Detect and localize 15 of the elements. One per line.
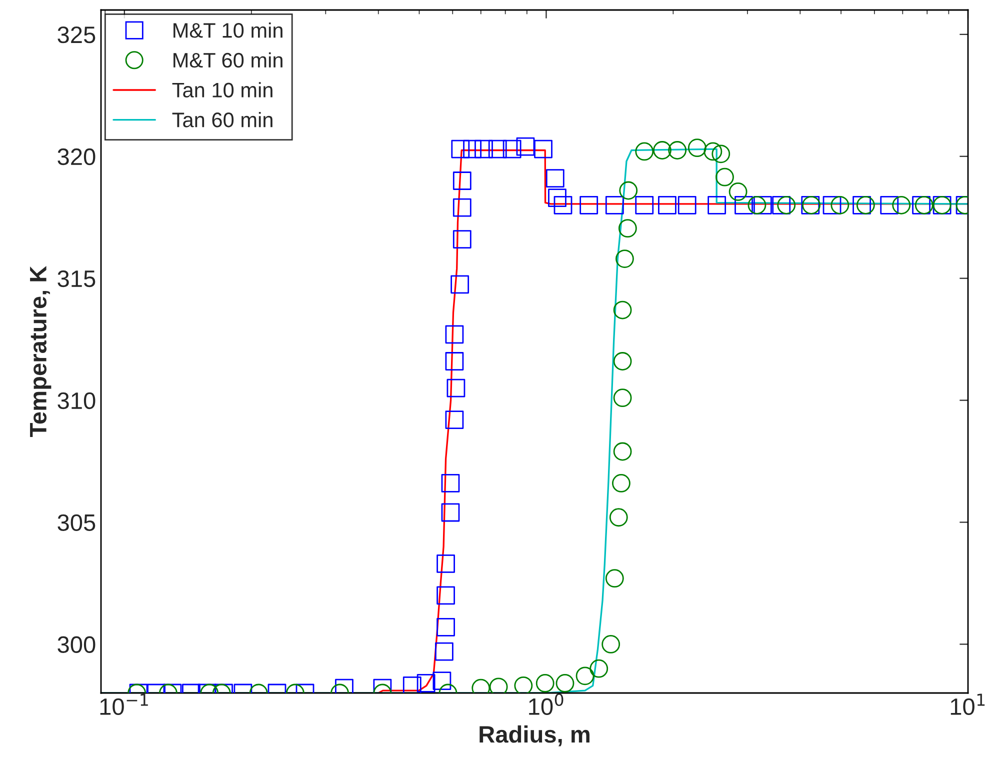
y-tick-label: 305 (58, 514, 96, 532)
x-tick-label: 10$^{−1}$ (100, 694, 148, 716)
x-tick-label: 10$^{1}$ (950, 694, 985, 716)
legend-label: M&T 60 min (174, 52, 282, 68)
x-tick-label: 10$^{0}$ (529, 693, 564, 716)
legend-label: Tan 10 min (172, 82, 272, 98)
y-tick-label: 310 (58, 392, 96, 410)
y-tick-label: 300 (58, 636, 96, 653)
y-tick-label: 325 (58, 26, 96, 44)
legend-label: Tan 60 min (172, 112, 272, 128)
x-axis-title: Radius, m (480, 725, 590, 746)
y-tick-label: 320 (58, 148, 96, 166)
y-axis-title: Temperature, K (30, 266, 52, 437)
y-tick-label: 315 (58, 270, 96, 288)
legend-label: M&T 10 min (174, 22, 282, 38)
